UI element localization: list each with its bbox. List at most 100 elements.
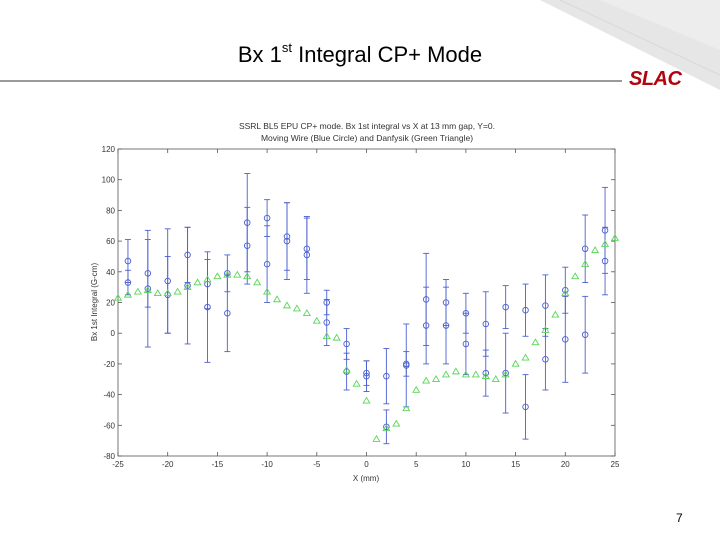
data-point-triangle bbox=[272, 295, 282, 303]
data-point-triangle bbox=[591, 246, 600, 254]
data-point-triangle bbox=[133, 287, 142, 295]
x-tick-label: -5 bbox=[313, 460, 321, 469]
data-point-circle bbox=[184, 282, 191, 289]
x-tick-label: -10 bbox=[261, 460, 273, 469]
data-point-circle bbox=[562, 336, 569, 343]
data-point-circle bbox=[204, 303, 211, 311]
data-point-circle bbox=[303, 251, 311, 259]
y-tick-label: 40 bbox=[106, 268, 115, 277]
x-tick-label: 20 bbox=[561, 460, 570, 469]
y-tick-label: 20 bbox=[106, 299, 115, 308]
data-point-triangle bbox=[153, 289, 162, 297]
data-point-triangle bbox=[263, 287, 272, 295]
data-point-circle bbox=[522, 403, 529, 411]
data-point-triangle bbox=[561, 289, 570, 297]
data-point-triangle bbox=[143, 286, 152, 293]
data-point-triangle bbox=[441, 370, 451, 378]
page-number: 7 bbox=[676, 511, 683, 525]
data-point-circle bbox=[482, 320, 490, 328]
data-point-circle bbox=[522, 306, 529, 314]
data-point-triangle bbox=[412, 385, 421, 393]
x-tick-label: -25 bbox=[112, 460, 124, 469]
data-point-triangle bbox=[581, 259, 590, 267]
data-point-triangle bbox=[541, 325, 550, 333]
data-point-circle bbox=[343, 340, 350, 348]
data-point-circle bbox=[283, 237, 291, 245]
data-point-circle bbox=[323, 319, 330, 326]
data-point-triangle bbox=[243, 272, 252, 280]
data-point-triangle bbox=[123, 290, 133, 298]
title-divider bbox=[0, 80, 622, 82]
x-axis: -25 -20 -15 -10 -5 0 5 10 15 20 25 bbox=[112, 149, 620, 469]
x-axis-label: X (mm) bbox=[353, 474, 380, 483]
data-point-triangle bbox=[402, 404, 411, 412]
data-point-circle bbox=[144, 285, 152, 292]
x-tick-label: 15 bbox=[511, 460, 520, 469]
data-point-triangle bbox=[193, 278, 202, 286]
data-point-circle bbox=[263, 260, 271, 268]
series-moving-wire bbox=[124, 173, 609, 445]
data-point-circle bbox=[562, 286, 569, 294]
data-point-triangle bbox=[382, 424, 391, 432]
plot-frame bbox=[117, 148, 616, 457]
data-point-circle bbox=[442, 322, 450, 329]
data-point-triangle bbox=[342, 365, 351, 373]
data-point-circle bbox=[581, 245, 589, 253]
y-tick-label: 100 bbox=[102, 176, 116, 185]
x-tick-label: 0 bbox=[364, 460, 369, 469]
slide-title-superscript: st bbox=[281, 40, 292, 55]
slide-title-rest: Integral CP+ Mode bbox=[291, 42, 483, 67]
data-point-triangle bbox=[282, 301, 292, 309]
data-point-triangle bbox=[322, 332, 331, 340]
y-tick-label: 0 bbox=[111, 329, 116, 338]
series-danfysik bbox=[113, 233, 620, 442]
data-point-circle bbox=[243, 242, 251, 249]
data-point-triangle bbox=[362, 396, 371, 404]
data-point-circle bbox=[124, 279, 132, 286]
data-point-circle bbox=[403, 362, 410, 369]
slide-title-main: Bx 1 bbox=[237, 42, 282, 67]
x-tick-label: -15 bbox=[212, 460, 224, 469]
data-point-triangle bbox=[471, 370, 480, 378]
data-point-circle bbox=[383, 372, 390, 380]
y-tick-label: 120 bbox=[102, 145, 116, 154]
data-point-triangle bbox=[213, 272, 222, 280]
data-point-triangle bbox=[223, 270, 232, 278]
data-point-triangle bbox=[113, 293, 123, 301]
data-point-triangle bbox=[352, 379, 361, 387]
data-point-circle bbox=[542, 356, 549, 363]
data-point-triangle bbox=[511, 359, 520, 367]
series-layer bbox=[113, 173, 620, 445]
data-point-circle bbox=[263, 214, 271, 222]
x-tick-label: 10 bbox=[461, 460, 470, 469]
data-point-triangle bbox=[422, 376, 431, 384]
data-point-circle bbox=[462, 340, 470, 348]
data-point-triangle bbox=[302, 309, 311, 317]
y-tick-label: -60 bbox=[103, 421, 115, 430]
y-tick-label: -80 bbox=[103, 452, 115, 461]
slide-title: Bx 1st Integral CP+ Mode bbox=[0, 40, 720, 68]
data-point-circle bbox=[224, 309, 231, 317]
data-point-circle bbox=[502, 369, 509, 377]
y-tick-label: -20 bbox=[103, 360, 115, 369]
data-point-triangle bbox=[332, 333, 341, 341]
x-tick-label: 25 bbox=[611, 460, 620, 469]
y-axis-label: Bx 1st Integral (G-cm) bbox=[90, 263, 99, 342]
data-point-circle bbox=[482, 369, 490, 377]
data-point-circle bbox=[542, 302, 549, 309]
data-point-circle bbox=[581, 331, 589, 338]
data-point-triangle bbox=[501, 370, 510, 378]
chart-title: SSRL BL5 EPU CP+ mode. Bx 1st integral v… bbox=[239, 121, 495, 131]
chart-subtitle: Moving Wire (Blue Circle) and Danfysik (… bbox=[261, 133, 473, 143]
data-point-triangle bbox=[233, 270, 242, 278]
data-point-circle bbox=[383, 423, 390, 431]
data-point-triangle bbox=[173, 287, 182, 295]
data-point-circle bbox=[502, 303, 509, 311]
y-axis: -80 -60 -40 -20 0 20 40 60 80 100 120 bbox=[102, 145, 615, 461]
corner-decoration bbox=[540, 0, 720, 90]
y-tick-label: 80 bbox=[106, 206, 115, 215]
data-point-triangle bbox=[481, 371, 490, 379]
x-tick-label: 5 bbox=[414, 460, 419, 469]
data-point-triangle bbox=[461, 370, 470, 378]
